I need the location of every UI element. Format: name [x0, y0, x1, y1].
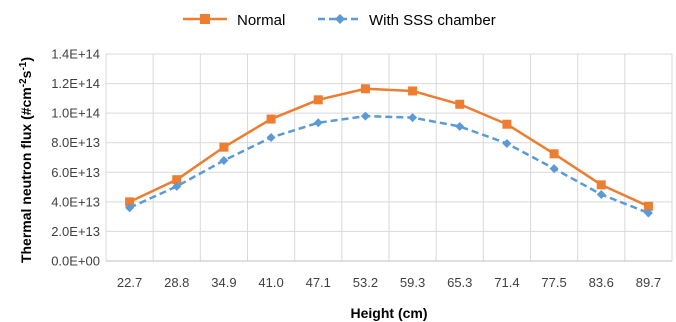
series-line — [129, 87, 649, 208]
y-axis-title-sup2: -1 — [18, 61, 29, 70]
data-point — [313, 95, 323, 105]
data-point — [408, 86, 418, 96]
y-tick-label: 1.2E+14 — [51, 76, 100, 91]
y-tick-label: 2.0E+13 — [51, 224, 100, 239]
data-point — [219, 155, 229, 165]
legend-sss-label: With SSS chamber — [369, 12, 496, 29]
x-tick-label: 71.4 — [494, 275, 519, 290]
data-point — [455, 99, 465, 109]
y-tick-label: 1.4E+14 — [51, 47, 100, 62]
tick-labels: 0.0E+00 2.0E+13 4.0E+13 6.0E+13 8.0E+13 1.0E+… — [51, 47, 661, 291]
data-point — [125, 197, 135, 207]
data-point — [549, 164, 559, 174]
data-point — [313, 118, 323, 128]
x-tick-label: 34.9 — [211, 275, 236, 290]
data-point — [596, 180, 606, 190]
legend-sss-marker — [335, 14, 345, 24]
data-point — [408, 113, 418, 123]
gridlines — [105, 53, 673, 261]
data-point — [266, 133, 276, 143]
data-point — [360, 111, 370, 121]
data-point — [172, 175, 182, 185]
data-point — [502, 138, 512, 148]
data-point — [125, 203, 135, 213]
x-tick-label: 59.3 — [400, 275, 425, 290]
data-point — [643, 208, 653, 218]
y-tick-label: 8.0E+13 — [51, 135, 100, 150]
y-tick-label: 6.0E+13 — [51, 165, 100, 180]
data-point — [502, 119, 512, 129]
y-axis-title-end: ) — [18, 57, 34, 62]
data-point — [549, 149, 559, 159]
legend-normal-marker — [200, 14, 210, 24]
legend: Normal With SSS chamber — [183, 12, 496, 29]
series-normal — [125, 84, 653, 211]
x-tick-label: 28.8 — [164, 275, 189, 290]
x-tick-label: 22.7 — [117, 275, 142, 290]
data-series — [125, 84, 653, 218]
y-tick-label: 4.0E+13 — [51, 194, 100, 209]
data-point — [172, 181, 182, 191]
data-point — [455, 121, 465, 131]
x-axis-title: Height (cm) — [351, 305, 428, 321]
data-point — [219, 142, 229, 152]
y-tick-label: 1.0E+14 — [51, 106, 100, 121]
data-point — [360, 84, 370, 94]
y-axis-title-mid: s — [18, 70, 34, 78]
series-line — [129, 114, 649, 215]
legend-normal-label: Normal — [237, 12, 285, 29]
series-sss-chamber — [125, 111, 653, 218]
y-axis-title-main: Thermal neutron flux (#cm — [18, 87, 34, 263]
x-tick-label: 47.1 — [306, 275, 331, 290]
x-tick-label: 77.5 — [541, 275, 566, 290]
data-point — [643, 201, 653, 211]
y-axis-title: Thermal neutron flux (#cm-2s-1) — [18, 57, 34, 263]
x-tick-label: 41.0 — [258, 275, 283, 290]
x-tick-label: 89.7 — [636, 275, 661, 290]
x-tick-label: 53.2 — [353, 275, 378, 290]
y-axis-title-sup1: -2 — [18, 78, 29, 87]
x-tick-label: 65.3 — [447, 275, 472, 290]
y-tick-label: 0.0E+00 — [51, 254, 100, 269]
data-point — [266, 114, 276, 124]
x-tick-label: 83.6 — [589, 275, 614, 290]
data-point — [596, 189, 606, 199]
